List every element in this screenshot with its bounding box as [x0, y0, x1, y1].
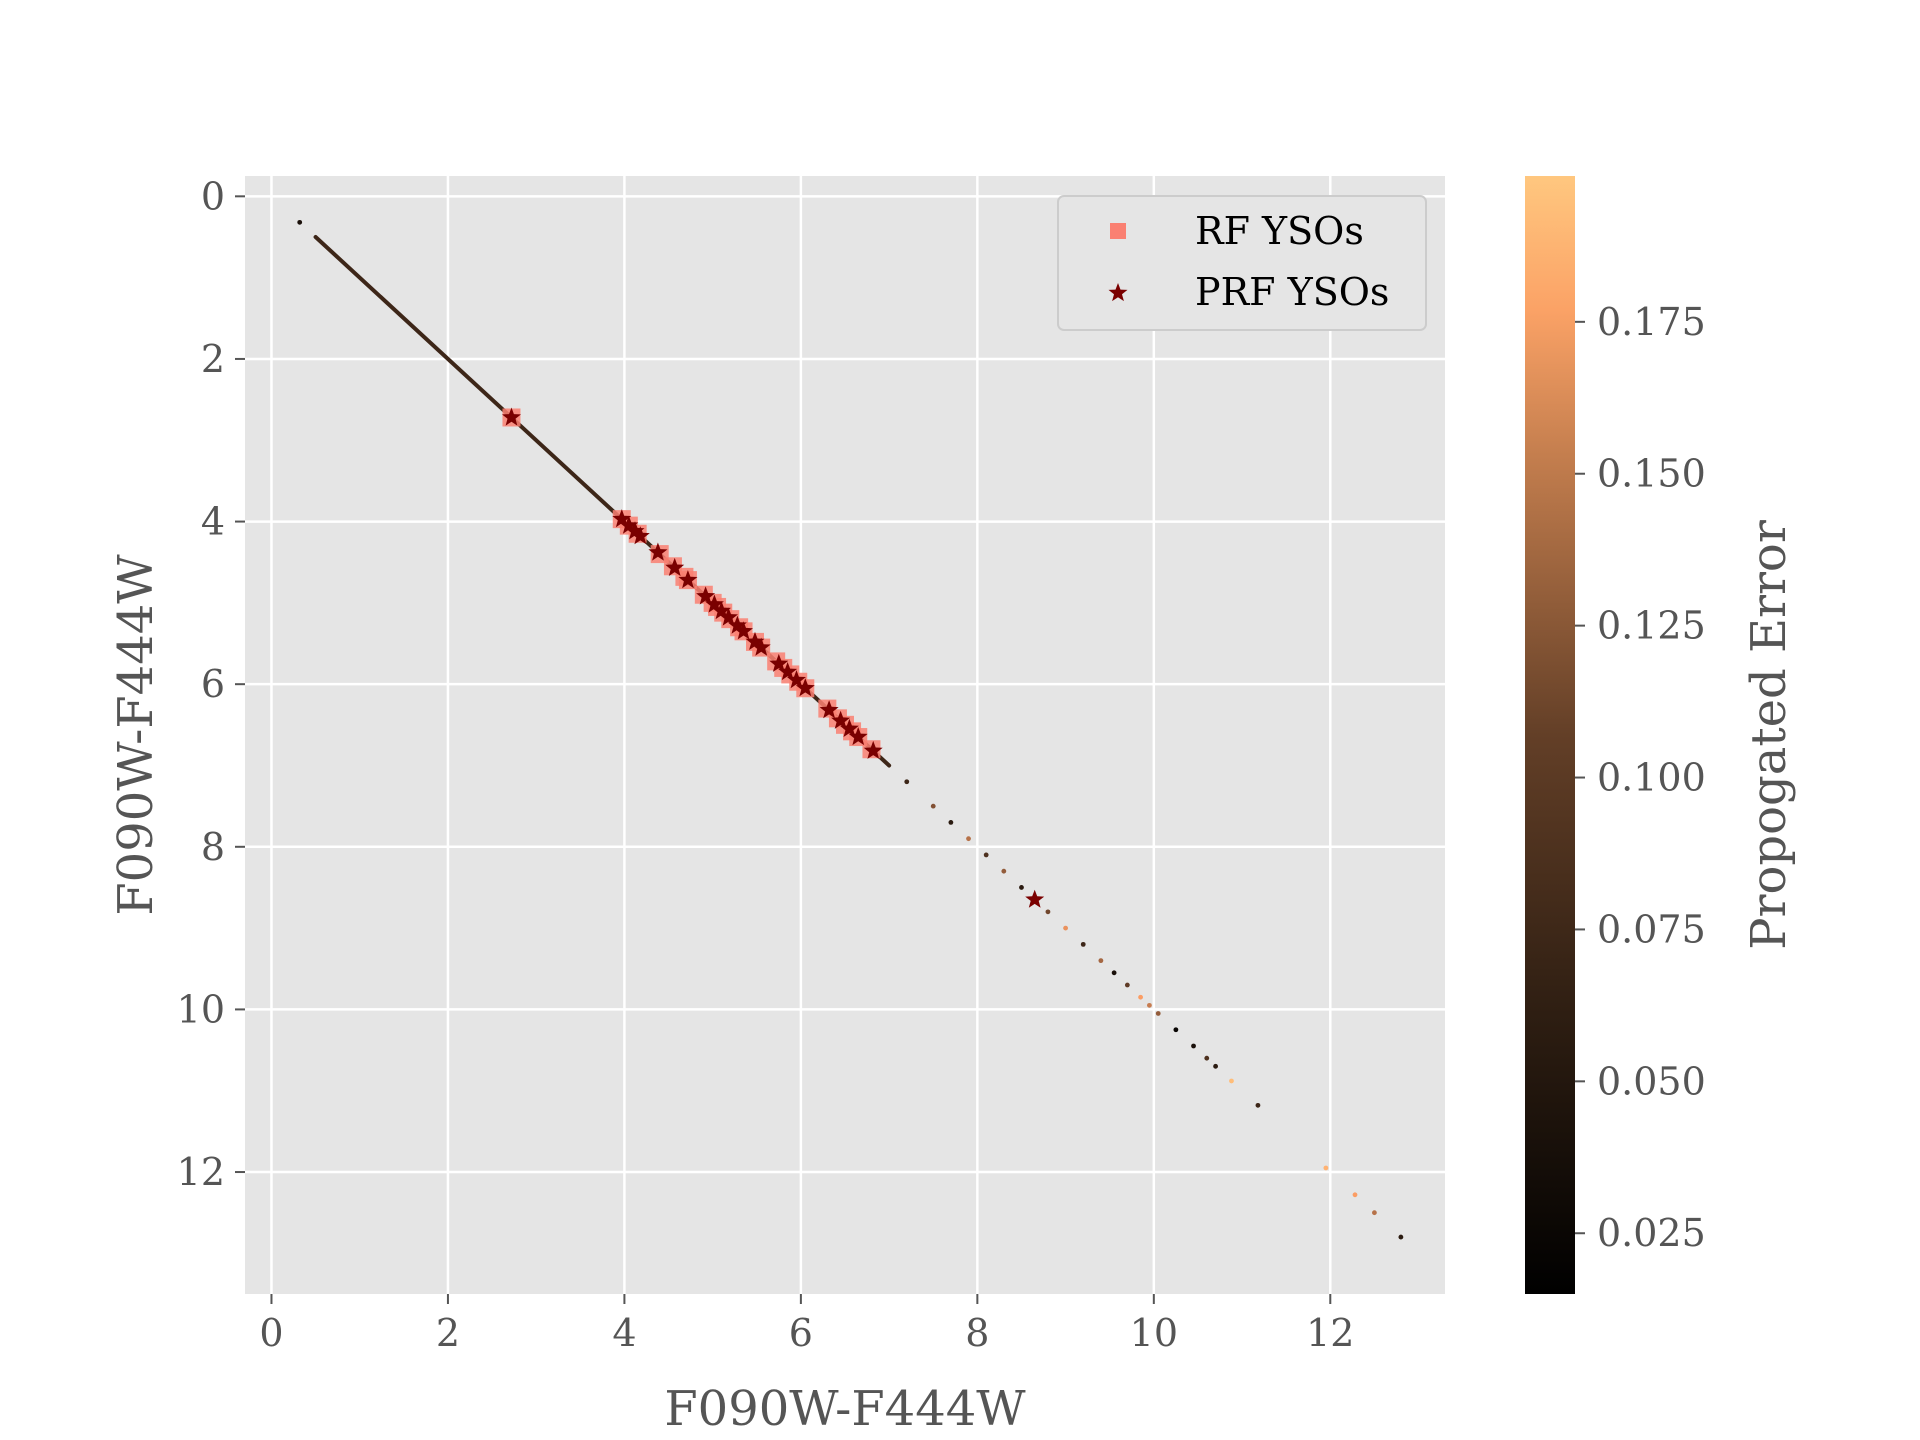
data-point [1372, 1210, 1377, 1216]
x-tick-label: 2 [436, 1311, 460, 1355]
prf-yso-point [712, 601, 731, 620]
x-axis: 0 2 4 6 8 10 12 [259, 1294, 1354, 1355]
legend-prf-marker [1108, 283, 1128, 302]
prf-yso-point [734, 621, 753, 640]
prf-yso-point [863, 740, 883, 759]
data-point [1352, 1192, 1358, 1198]
legend-prf-label: PRF YSOs [1195, 270, 1389, 314]
y-tick-label: 12 [177, 1150, 225, 1194]
prf-yso-point [787, 670, 806, 689]
data-point [1213, 1063, 1218, 1069]
colorbar-tick-label: 0.175 [1597, 300, 1706, 344]
data-point [1019, 885, 1024, 890]
prf-yso-point [819, 700, 839, 719]
y-tick-label: 4 [201, 500, 225, 544]
x-tick-label: 4 [612, 1311, 636, 1355]
prf-yso-point [719, 607, 738, 626]
prf-yso-point [848, 727, 868, 746]
data-point [1398, 1234, 1404, 1240]
prf-yso-point [778, 662, 798, 681]
data-point [966, 836, 971, 842]
prf-yso-point [745, 631, 765, 650]
prf-yso-point [795, 678, 815, 697]
prf-yso-point [678, 570, 698, 589]
prf-yso-point [696, 586, 716, 605]
y-tick-label: 8 [201, 825, 225, 869]
data-point [1147, 1002, 1152, 1008]
data-point [1080, 941, 1086, 947]
data-point [297, 219, 303, 225]
y-tick-label: 0 [201, 174, 225, 218]
data-point [930, 803, 936, 809]
colorbar-tick-label: 0.125 [1597, 604, 1706, 648]
prf-yso-point [831, 710, 851, 729]
colorbar-tick-label: 0.075 [1597, 907, 1706, 951]
data-point [1155, 1011, 1161, 1016]
data-point [1255, 1102, 1261, 1108]
colorbar-tick-label: 0.025 [1597, 1211, 1706, 1255]
x-tick-label: 10 [1130, 1311, 1178, 1355]
prf-yso-point [502, 407, 521, 426]
data-point [1229, 1078, 1234, 1084]
data-point [1204, 1055, 1210, 1061]
colorbar-tick-label: 0.050 [1597, 1059, 1706, 1103]
x-tick-label: 12 [1306, 1311, 1354, 1355]
y-axis-label: F090W-F444W [108, 554, 164, 916]
prf-yso-point [625, 521, 645, 540]
x-axis-label: F090W-F444W [664, 1381, 1026, 1437]
prf-yso-point [619, 515, 639, 534]
prf-yso-point [751, 637, 771, 656]
data-point [1001, 868, 1007, 874]
x-tick-label: 6 [789, 1311, 813, 1355]
data-point [1063, 925, 1068, 931]
x-tick-label: 0 [259, 1311, 283, 1355]
data-point [904, 779, 910, 785]
legend: RF YSOs PRF YSOs [1057, 195, 1427, 331]
prf-yso-point [704, 594, 724, 613]
legend-box [1057, 195, 1427, 331]
data-point [948, 820, 954, 825]
colorbar-label: Propogated Error [1741, 520, 1797, 950]
prf-yso-point [769, 653, 789, 672]
data-point [1124, 982, 1130, 988]
prf-yso-point [839, 718, 859, 737]
prf-yso-point [727, 615, 747, 634]
data-point [1323, 1165, 1329, 1171]
colorbar [1525, 176, 1575, 1294]
data-point [1173, 1027, 1179, 1033]
y-axis: 0 2 4 6 8 10 12 [177, 174, 245, 1194]
y-tick-label: 10 [177, 987, 225, 1031]
legend-rf-label: RF YSOs [1195, 209, 1364, 253]
y-tick-label: 6 [201, 662, 225, 706]
data-point [1111, 970, 1117, 976]
data-point [1138, 994, 1143, 1000]
data-point [1191, 1043, 1196, 1049]
x-tick-label: 8 [965, 1311, 989, 1355]
colorbar-tick-label: 0.150 [1597, 452, 1706, 496]
data-point [1098, 958, 1104, 964]
prf-yso-point [630, 526, 650, 545]
legend-rf-marker [1110, 223, 1126, 239]
data-point [983, 852, 989, 858]
prf-yso-point [612, 509, 632, 528]
data-layer [297, 219, 1404, 1240]
y-tick-label: 2 [201, 337, 225, 381]
data-point [1045, 909, 1051, 915]
colorbar-axis: 0.025 0.050 0.075 0.100 0.125 0.150 0.175 [1575, 300, 1706, 1255]
prf-yso-point [1025, 889, 1045, 908]
prf-yso-point [648, 542, 668, 561]
colorbar-tick-label: 0.100 [1597, 756, 1706, 800]
prf-yso-point [665, 557, 685, 576]
